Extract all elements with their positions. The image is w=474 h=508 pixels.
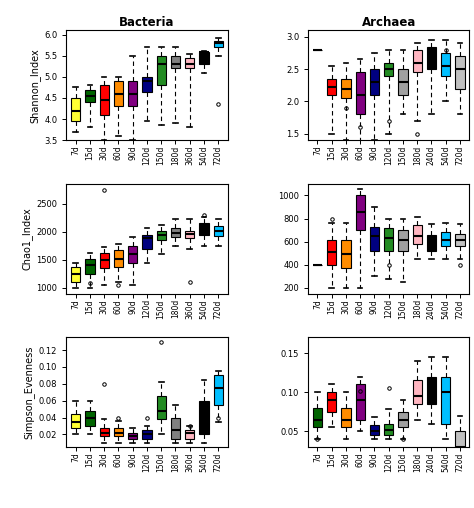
PathPatch shape xyxy=(100,253,109,268)
PathPatch shape xyxy=(456,431,465,455)
PathPatch shape xyxy=(142,235,152,248)
PathPatch shape xyxy=(341,79,351,98)
Y-axis label: Shannon_Index: Shannon_Index xyxy=(29,48,40,122)
PathPatch shape xyxy=(370,69,379,95)
PathPatch shape xyxy=(156,231,166,240)
PathPatch shape xyxy=(185,231,194,238)
PathPatch shape xyxy=(171,229,180,237)
PathPatch shape xyxy=(100,85,109,115)
PathPatch shape xyxy=(398,69,408,95)
PathPatch shape xyxy=(114,250,123,267)
PathPatch shape xyxy=(412,50,422,73)
PathPatch shape xyxy=(114,81,123,106)
PathPatch shape xyxy=(313,408,322,427)
PathPatch shape xyxy=(341,408,351,427)
PathPatch shape xyxy=(171,418,180,438)
PathPatch shape xyxy=(370,425,379,435)
PathPatch shape xyxy=(142,430,152,438)
PathPatch shape xyxy=(71,267,80,282)
PathPatch shape xyxy=(427,376,436,404)
PathPatch shape xyxy=(398,412,408,427)
Y-axis label: Simpson_Evenness: Simpson_Evenness xyxy=(24,345,35,439)
PathPatch shape xyxy=(214,226,223,236)
PathPatch shape xyxy=(85,259,94,274)
PathPatch shape xyxy=(356,196,365,230)
PathPatch shape xyxy=(456,234,465,246)
PathPatch shape xyxy=(398,230,408,251)
PathPatch shape xyxy=(128,433,137,438)
PathPatch shape xyxy=(85,411,94,426)
PathPatch shape xyxy=(185,58,194,69)
PathPatch shape xyxy=(100,428,109,436)
PathPatch shape xyxy=(156,56,166,85)
PathPatch shape xyxy=(384,228,393,251)
PathPatch shape xyxy=(214,41,223,47)
PathPatch shape xyxy=(142,77,152,91)
PathPatch shape xyxy=(327,392,336,412)
PathPatch shape xyxy=(456,56,465,88)
Y-axis label: Chao1_Index: Chao1_Index xyxy=(21,207,32,270)
PathPatch shape xyxy=(128,246,137,263)
PathPatch shape xyxy=(327,79,336,95)
PathPatch shape xyxy=(156,396,166,419)
PathPatch shape xyxy=(200,401,209,434)
PathPatch shape xyxy=(412,380,422,404)
PathPatch shape xyxy=(214,375,223,405)
PathPatch shape xyxy=(71,98,80,121)
PathPatch shape xyxy=(85,89,94,102)
PathPatch shape xyxy=(412,226,422,244)
PathPatch shape xyxy=(327,240,336,265)
PathPatch shape xyxy=(114,428,123,436)
Title: Bacteria: Bacteria xyxy=(119,16,175,29)
Title: Archaea: Archaea xyxy=(362,16,416,29)
PathPatch shape xyxy=(185,430,194,438)
PathPatch shape xyxy=(171,56,180,69)
PathPatch shape xyxy=(128,81,137,106)
PathPatch shape xyxy=(200,51,209,64)
PathPatch shape xyxy=(441,376,450,424)
PathPatch shape xyxy=(370,227,379,251)
PathPatch shape xyxy=(341,240,351,268)
PathPatch shape xyxy=(356,73,365,114)
PathPatch shape xyxy=(441,233,450,246)
PathPatch shape xyxy=(441,53,450,76)
PathPatch shape xyxy=(384,424,393,435)
PathPatch shape xyxy=(427,47,436,69)
PathPatch shape xyxy=(356,385,365,420)
PathPatch shape xyxy=(384,62,393,76)
PathPatch shape xyxy=(71,414,80,428)
PathPatch shape xyxy=(427,235,436,251)
PathPatch shape xyxy=(200,223,209,235)
